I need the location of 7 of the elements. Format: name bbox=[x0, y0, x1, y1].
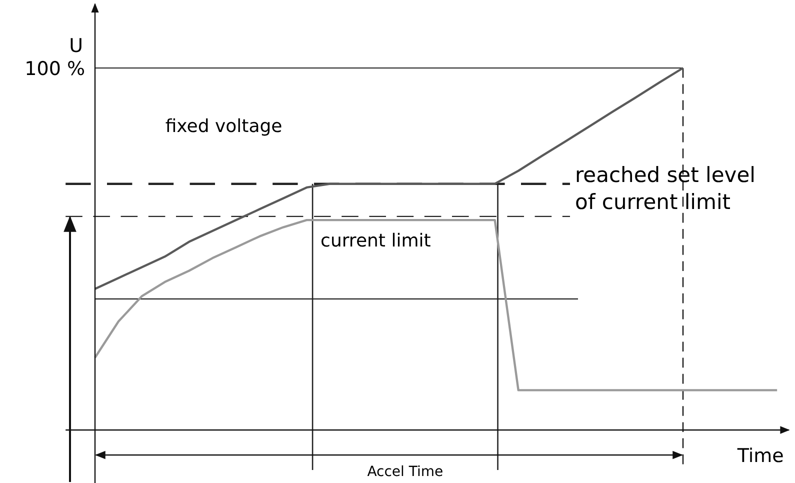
text: Accel Time bbox=[367, 464, 444, 480]
annotation: current limit bbox=[320, 230, 431, 252]
y-axis-title: U bbox=[69, 35, 83, 57]
annotation: fixed voltage bbox=[165, 116, 282, 137]
annotation: reached set level of current limit bbox=[575, 162, 756, 214]
x-axis-title: Time bbox=[736, 445, 784, 467]
ref-line-label: 100 % bbox=[24, 58, 85, 80]
